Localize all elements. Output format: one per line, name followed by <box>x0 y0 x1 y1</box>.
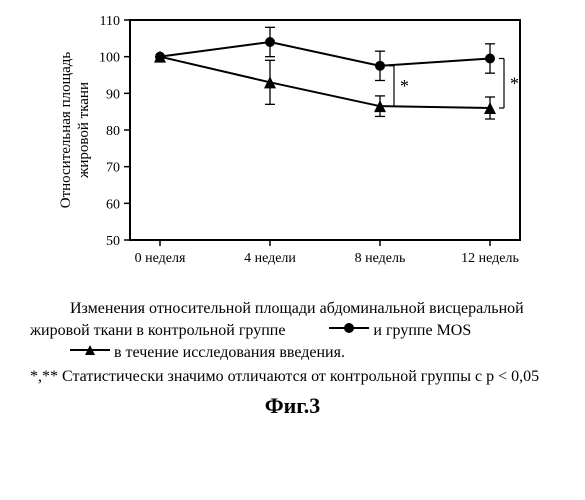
xtick-label: 0 неделя <box>135 251 186 266</box>
chart-area: 50 60 70 80 90 100 110 0 неделя 4 недели 8 недель… <box>50 10 550 290</box>
ytick-label: 50 <box>106 234 120 249</box>
marker-circle <box>375 61 385 71</box>
triangle-marker-legend <box>30 342 110 364</box>
xtick-label: 4 недели <box>244 251 296 266</box>
marker-circle <box>485 54 495 64</box>
caption-text-2: *,** Статистически значимо отличаются от… <box>30 366 555 388</box>
ytick-label: 110 <box>100 14 120 29</box>
sig-star: * <box>510 73 519 93</box>
ytick-label: 60 <box>106 197 120 212</box>
xtick-label: 8 недель <box>355 251 406 266</box>
ytick-label: 80 <box>106 124 120 139</box>
sig-star: * <box>400 76 409 96</box>
ytick-label: 90 <box>106 87 120 102</box>
series-line-mos <box>160 57 490 108</box>
circle-marker-legend <box>289 320 369 342</box>
marker-circle <box>265 37 275 47</box>
y-axis-label: Относительная площадь <box>58 52 74 209</box>
ytick-label: 70 <box>106 161 120 176</box>
figure-caption: Изменения относительной площади абдомина… <box>30 298 555 387</box>
figure-label: Фиг.3 <box>10 393 575 419</box>
xtick-label: 12 недель <box>461 251 519 266</box>
caption-text-1c: в течение исследования введения. <box>114 344 345 361</box>
ytick-label: 100 <box>99 51 120 66</box>
caption-text-1b: и группе MOS <box>373 322 471 339</box>
y-axis-label: жировой ткани <box>76 82 92 179</box>
series-line-control <box>160 42 490 66</box>
